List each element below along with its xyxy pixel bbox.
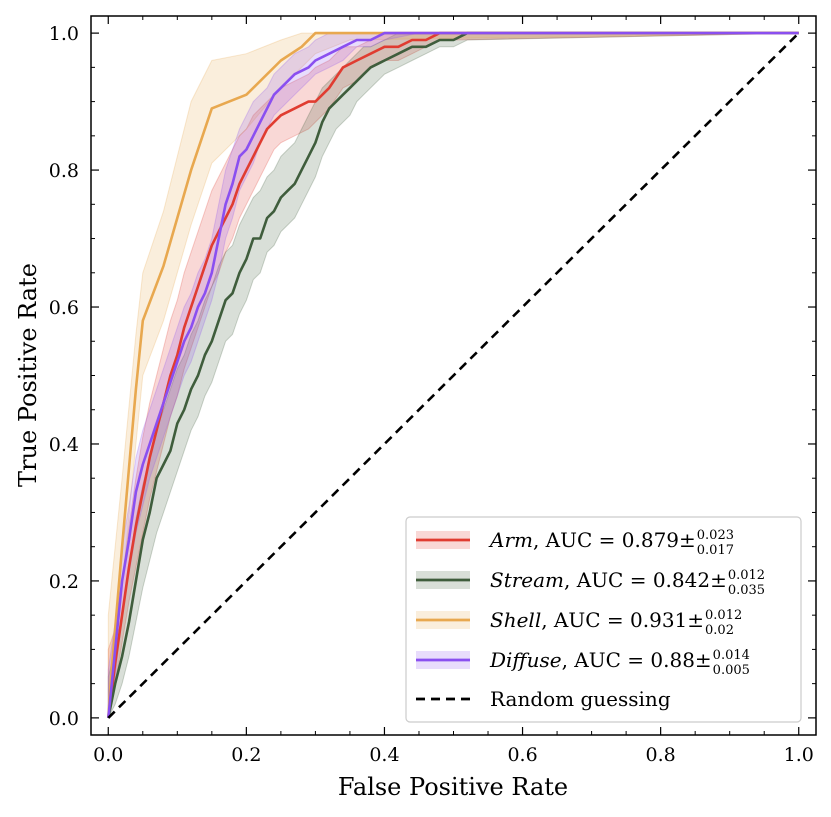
arm-band	[107, 32, 799, 718]
stream-legend-auc-upper: 0.012	[728, 568, 765, 583]
stream-legend-name: Stream	[490, 568, 564, 592]
x-tick-label: 0.4	[369, 744, 399, 766]
diffuse-legend-auc-upper: 0.014	[713, 648, 750, 663]
shell-legend-label: Shell, AUC = 0.931±	[490, 608, 704, 632]
x-axis-label: False Positive Rate	[338, 773, 568, 801]
random-guessing-line	[107, 32, 800, 719]
shell-legend-auc-lower: 0.02	[705, 623, 734, 638]
y-tick-label: 0.0	[49, 708, 79, 730]
diffuse-legend-label: Diffuse, AUC = 0.88±	[489, 648, 712, 672]
y-tick-label: 1.0	[49, 23, 79, 45]
diffuse-legend-auc: , AUC = 0.88±	[562, 648, 712, 672]
confidence-bands	[107, 32, 799, 719]
roc-curves	[107, 31, 800, 719]
x-tick-label: 0.6	[507, 744, 537, 766]
random-guessing-legend-label: Random guessing	[490, 687, 671, 711]
shell-line	[107, 31, 799, 718]
stream-legend-auc: , AUC = 0.842±	[564, 568, 727, 592]
x-tick-label: 0.2	[231, 744, 261, 766]
arm-legend-label: Arm, AUC = 0.879±	[488, 528, 696, 552]
arm-line	[107, 31, 799, 719]
x-tick-label: 0.0	[93, 744, 123, 766]
shell-band	[107, 32, 799, 718]
diffuse-legend-auc-lower: 0.005	[713, 663, 750, 678]
shell-legend-auc: , AUC = 0.931±	[541, 608, 704, 632]
x-tick-label: 1.0	[784, 744, 814, 766]
y-tick-label: 0.2	[49, 571, 79, 593]
plot-frame	[90, 15, 817, 736]
y-tick-label: 0.8	[49, 160, 79, 182]
arm-legend-auc-upper: 0.023	[697, 528, 734, 543]
y-tick-label: 0.4	[49, 434, 79, 456]
y-tick-label: 0.6	[49, 297, 79, 319]
shell-legend-name: Shell	[490, 608, 541, 632]
stream-line	[107, 31, 799, 719]
axis-ticks: 0.0 0.0 0.2 0.2 0.4 0.4 0.6 0.6 0.8 0.8 1.0 1.0	[49, 16, 816, 766]
shell-legend-auc-upper: 0.012	[705, 608, 742, 623]
diffuse-line	[107, 31, 799, 719]
random-guessing-legend-name: Random guessing	[490, 687, 671, 711]
stream-legend-label: Stream, AUC = 0.842±	[490, 568, 727, 592]
x-tick-label: 0.8	[646, 744, 676, 766]
arm-legend-name: Arm	[488, 528, 533, 552]
stream-band	[107, 32, 799, 719]
diffuse-legend-name: Diffuse	[489, 648, 562, 672]
stream-legend-auc-lower: 0.035	[728, 583, 765, 598]
arm-legend-auc-lower: 0.017	[697, 543, 734, 558]
arm-legend-auc: , AUC = 0.879±	[533, 528, 696, 552]
legend-box	[405, 516, 802, 723]
y-axis-label: True Positive Rate	[14, 263, 42, 487]
